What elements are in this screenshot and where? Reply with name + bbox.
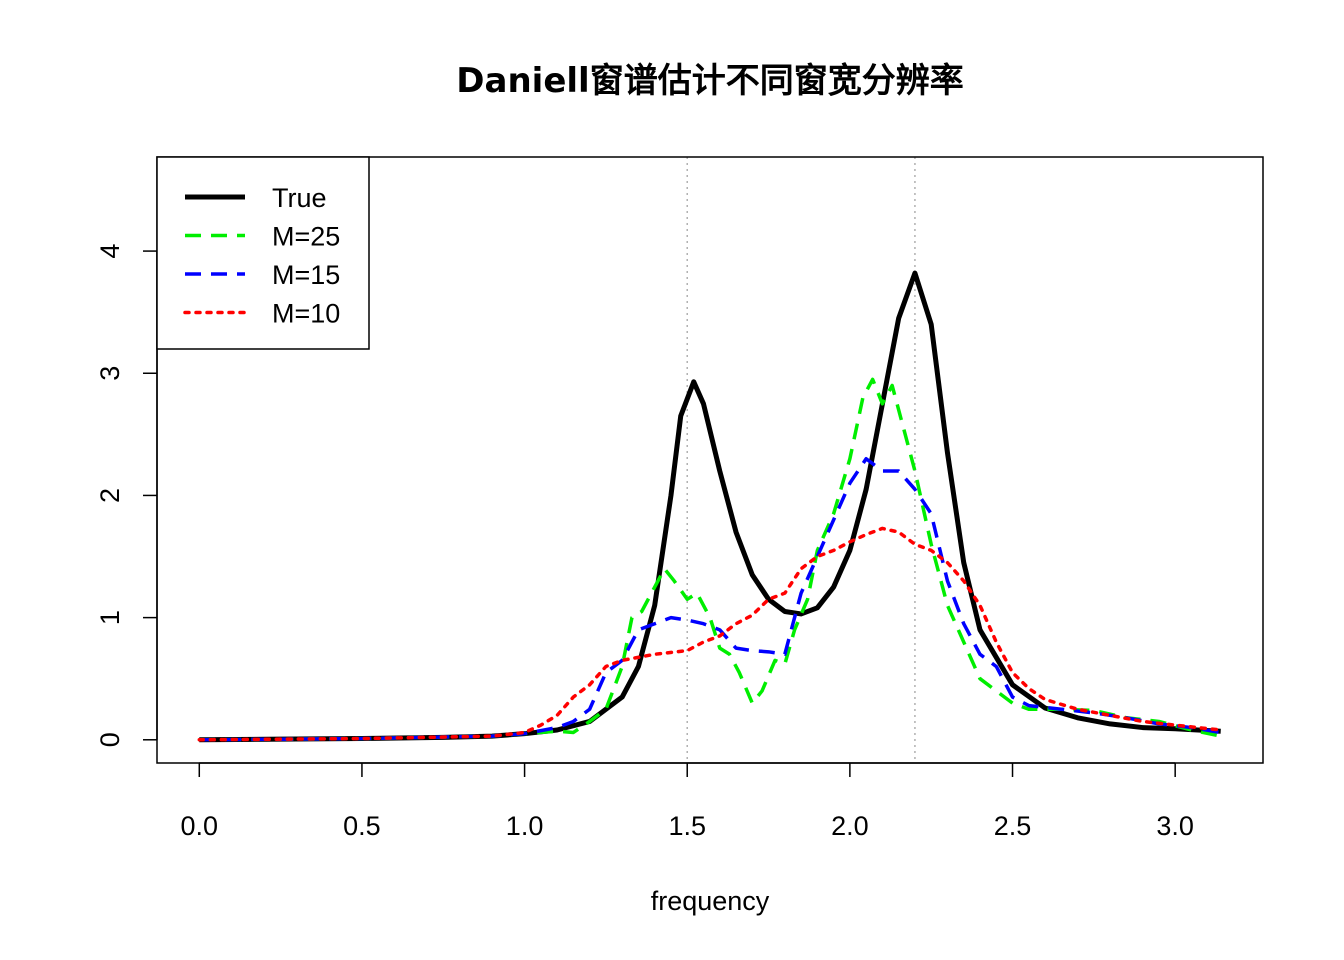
chart-title: Daniell窗谱估计不同窗宽分辨率 (456, 61, 963, 101)
series-line-true (199, 270, 1221, 743)
reference-lines (686, 157, 916, 763)
series-line-m-10 (197, 526, 1223, 742)
y-axis: 0 1 2 3 4 (95, 244, 158, 747)
x-tick-label-1: 0.5 (343, 811, 381, 841)
y-tick-label-0: 0 (95, 732, 125, 747)
x-axis-label: frequency (651, 886, 770, 916)
x-tick-label-3: 1.5 (668, 811, 706, 841)
x-tick-label-2: 1.0 (506, 811, 544, 841)
series-line-m-15 (199, 457, 1221, 742)
legend-label-0: True (272, 183, 327, 213)
x-axis: 0.0 0.5 1.0 1.5 2.0 2.5 3.0 (181, 762, 1194, 841)
y-tick-label-4: 4 (95, 244, 125, 259)
legend-label-2: M=15 (272, 260, 340, 290)
legend: True M=25 M=15 M=10 (156, 156, 370, 350)
y-tick-label-2: 2 (95, 488, 125, 503)
legend-box (156, 156, 370, 350)
x-tick-label-6: 3.0 (1156, 811, 1194, 841)
y-tick-label-3: 3 (95, 366, 125, 381)
y-tick-label-1: 1 (95, 610, 125, 625)
x-tick-label-4: 2.0 (831, 811, 869, 841)
series-layer (197, 270, 1223, 743)
x-tick-label-5: 2.5 (994, 811, 1032, 841)
legend-label-1: M=25 (272, 222, 340, 252)
series-line-m-25 (199, 377, 1222, 742)
legend-label-3: M=10 (272, 299, 340, 329)
x-tick-label-0: 0.0 (181, 811, 219, 841)
